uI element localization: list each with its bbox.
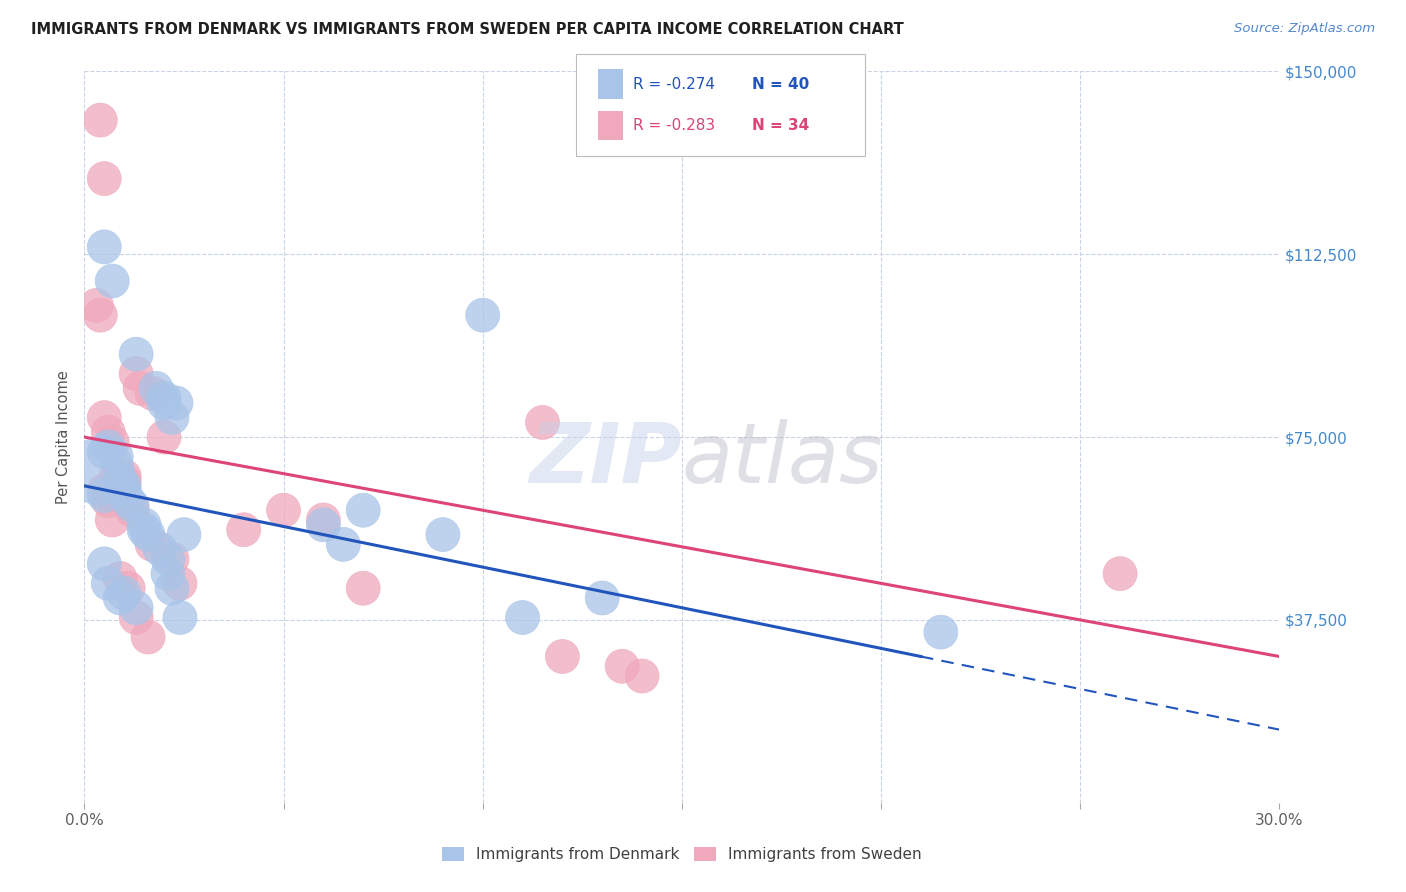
Point (112, 479, 135, 493)
Point (132, 517, 156, 532)
Point (929, 625, 952, 640)
Point (117, 493, 139, 508)
Point (97, 440, 120, 454)
Point (512, 610, 534, 624)
Text: R = -0.283: R = -0.283 (633, 118, 714, 133)
Point (110, 474, 132, 488)
Point (136, 527, 159, 541)
Point (169, 576, 191, 591)
Point (157, 566, 180, 581)
Point (129, 381, 152, 395)
Point (160, 552, 183, 566)
Point (153, 430, 176, 444)
Point (101, 513, 124, 527)
Point (173, 527, 195, 541)
Point (125, 347, 148, 361)
Text: Source: ZipAtlas.com: Source: ZipAtlas.com (1234, 22, 1375, 36)
Point (169, 610, 191, 624)
Point (125, 367, 148, 381)
Point (89, 464, 111, 478)
Point (105, 450, 128, 464)
Point (312, 513, 335, 527)
Point (157, 552, 180, 566)
Point (160, 581, 183, 595)
Point (232, 523, 254, 537)
Point (125, 610, 148, 624)
Point (101, 274, 124, 288)
Point (136, 630, 159, 644)
Point (93, 444, 115, 458)
Legend: Immigrants from Denmark, Immigrants from Sweden: Immigrants from Denmark, Immigrants from… (436, 840, 928, 868)
Point (93, 483, 115, 498)
Point (89, 308, 111, 322)
Point (591, 591, 613, 605)
Point (531, 416, 554, 430)
Point (93, 410, 115, 425)
Point (141, 537, 163, 551)
Point (112, 483, 135, 498)
Point (112, 469, 135, 483)
Point (432, 527, 454, 541)
Point (153, 396, 176, 410)
Point (101, 434, 124, 449)
Point (110, 591, 132, 605)
Point (117, 581, 139, 595)
Point (551, 649, 574, 664)
Point (141, 386, 163, 401)
Text: N = 34: N = 34 (752, 118, 810, 133)
Point (273, 503, 295, 517)
Point (160, 410, 183, 425)
Point (105, 469, 128, 483)
Point (352, 503, 374, 517)
Point (153, 391, 176, 405)
Point (352, 581, 374, 595)
Point (631, 669, 654, 683)
Point (332, 537, 354, 551)
Text: ZIP: ZIP (529, 418, 682, 500)
Point (121, 503, 143, 517)
Point (97, 576, 120, 591)
Point (1109, 566, 1132, 581)
Point (86, 298, 108, 312)
Point (165, 396, 187, 410)
Point (93, 489, 115, 503)
Text: N = 40: N = 40 (752, 77, 810, 92)
Text: R = -0.274: R = -0.274 (633, 77, 714, 92)
Point (112, 474, 135, 488)
Point (110, 572, 132, 586)
Point (471, 308, 494, 322)
Y-axis label: Per Capita Income: Per Capita Income (56, 370, 72, 504)
Point (149, 542, 172, 557)
Point (125, 600, 148, 615)
Point (112, 586, 135, 600)
Point (93, 171, 115, 186)
Point (97, 493, 120, 508)
Point (132, 523, 156, 537)
Point (93, 240, 115, 254)
Point (93, 557, 115, 571)
Point (312, 517, 335, 532)
Point (97, 425, 120, 440)
Point (89, 113, 111, 128)
Text: IMMIGRANTS FROM DENMARK VS IMMIGRANTS FROM SWEDEN PER CAPITA INCOME CORRELATION : IMMIGRANTS FROM DENMARK VS IMMIGRANTS FR… (31, 22, 904, 37)
Point (612, 659, 634, 673)
Point (121, 499, 143, 513)
Point (145, 381, 167, 395)
Text: atlas: atlas (682, 418, 883, 500)
